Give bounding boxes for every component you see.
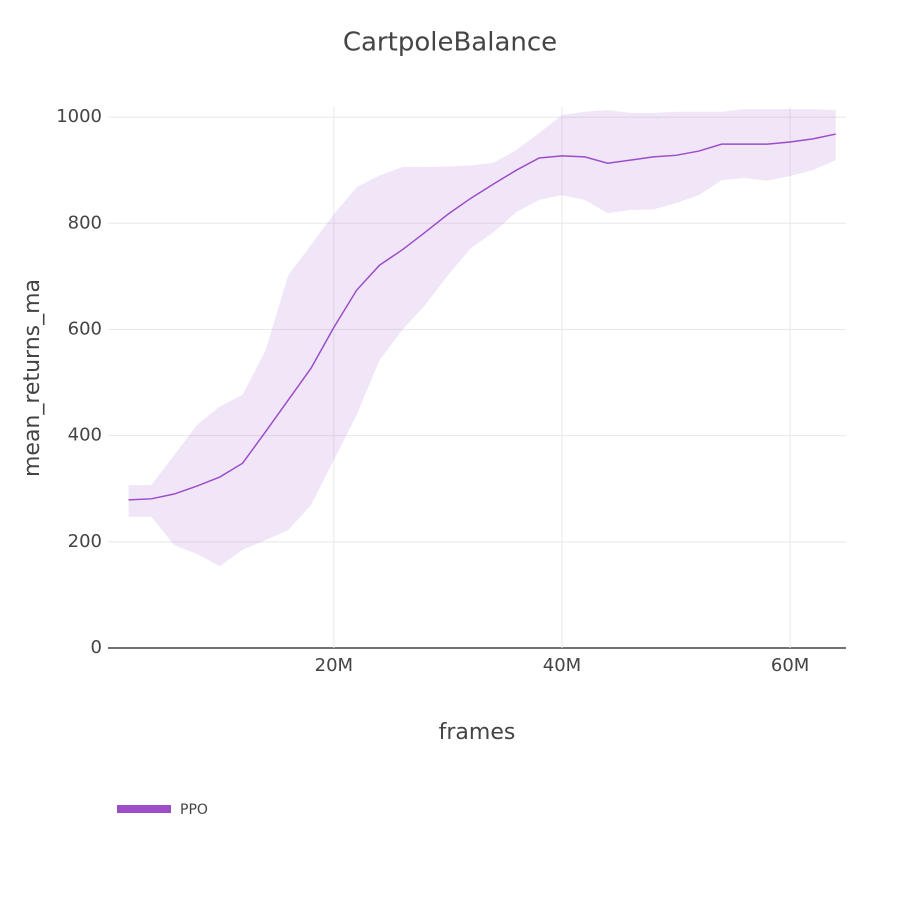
- y-tick-label: 800: [68, 212, 102, 233]
- y-tick-label: 0: [91, 637, 102, 658]
- x-tick-label: 20M: [315, 655, 353, 676]
- y-tick-label: 1000: [56, 106, 102, 127]
- y-tick-label: 200: [68, 531, 102, 552]
- y-tick-label: 600: [68, 318, 102, 339]
- x-tick-label: 40M: [543, 655, 581, 676]
- y-axis-title: mean_returns_ma: [20, 279, 45, 477]
- line: [128, 133, 836, 501]
- chart-title: CartpoleBalance: [343, 28, 557, 58]
- x-tick-label: 60M: [771, 655, 809, 676]
- legend-swatch: [117, 805, 171, 813]
- legend-label: PPO: [180, 802, 208, 818]
- y-tick-label: 400: [68, 425, 102, 446]
- error-band: [128, 109, 836, 567]
- x-axis-title: frames: [439, 720, 516, 745]
